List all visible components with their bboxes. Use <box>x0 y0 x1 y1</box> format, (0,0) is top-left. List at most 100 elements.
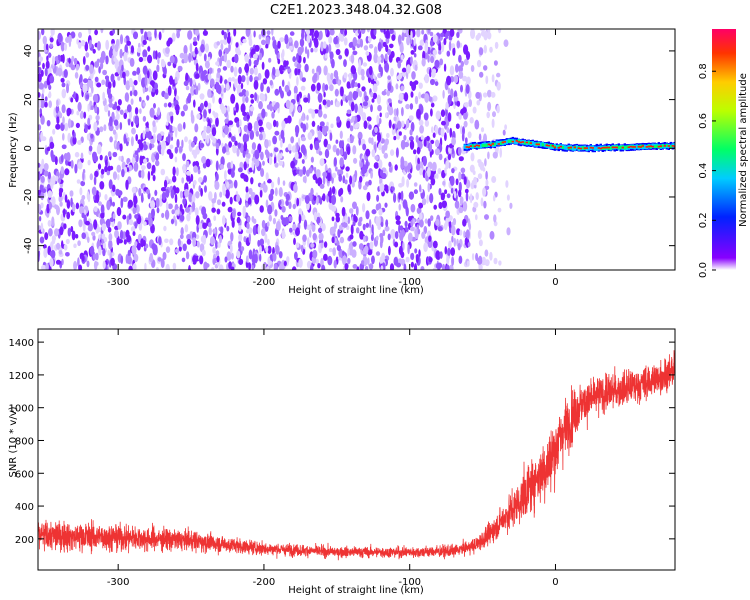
noise-blob <box>449 264 454 270</box>
noise-blob <box>99 154 103 161</box>
noise-blob <box>249 105 255 112</box>
noise-blob <box>38 124 42 131</box>
noise-blob <box>484 185 490 191</box>
noise-blob <box>378 215 381 225</box>
noise-blob <box>357 131 363 140</box>
noise-blob <box>226 181 230 188</box>
noise-blob <box>322 82 326 93</box>
noise-blob <box>38 246 41 252</box>
noise-blob <box>269 79 273 86</box>
signal-cell <box>647 145 650 148</box>
noise-blob <box>335 148 340 156</box>
noise-blob <box>307 237 310 248</box>
noise-blob <box>253 76 259 82</box>
signal-cell <box>557 147 560 149</box>
noise-blob <box>352 36 358 47</box>
noise-blob <box>310 243 315 248</box>
noise-blob <box>138 141 144 151</box>
noise-blob <box>476 100 481 106</box>
noise-blob <box>294 68 298 76</box>
noise-blob <box>339 35 345 42</box>
noise-blob <box>363 235 366 243</box>
noise-blob <box>128 219 134 226</box>
noise-blob <box>413 263 418 270</box>
noise-blob <box>96 41 101 51</box>
noise-blob <box>373 29 377 36</box>
noise-blob <box>349 234 354 240</box>
noise-blob <box>449 175 455 186</box>
noise-blob <box>363 45 369 51</box>
noise-blob <box>190 141 195 148</box>
noise-blob <box>126 215 129 226</box>
noise-blob <box>158 31 162 41</box>
noise-blob <box>216 199 222 206</box>
noise-blob <box>181 257 186 263</box>
noise-blob <box>219 191 223 198</box>
noise-blob <box>40 191 44 201</box>
noise-blob <box>72 136 77 145</box>
noise-blob <box>243 141 248 152</box>
noise-blob <box>211 198 217 204</box>
noise-blob <box>485 179 489 187</box>
noise-blob <box>473 201 479 208</box>
noise-blob <box>204 185 207 193</box>
noise-blob <box>162 251 167 261</box>
noise-blob <box>352 264 358 269</box>
noise-blob <box>107 249 110 256</box>
noise-blob <box>64 168 70 176</box>
noise-blob <box>419 125 424 134</box>
noise-blob <box>124 92 130 102</box>
noise-blob <box>489 230 495 240</box>
signal-cell <box>491 143 494 145</box>
signal-cell <box>541 143 544 147</box>
noise-blob <box>183 104 188 112</box>
noise-blob <box>220 156 225 167</box>
noise-blob <box>311 120 316 127</box>
noise-blob <box>123 51 128 62</box>
noise-blob <box>490 91 496 98</box>
noise-blob <box>126 234 132 243</box>
noise-blob <box>377 104 382 112</box>
spectrogram-noise <box>38 29 513 270</box>
signal-cell <box>509 139 512 143</box>
noise-blob <box>148 255 154 263</box>
signal-cell <box>571 146 574 151</box>
noise-blob <box>154 244 158 254</box>
noise-blob <box>311 109 316 119</box>
noise-blob <box>72 203 76 213</box>
noise-blob <box>400 54 404 61</box>
noise-blob <box>176 30 181 39</box>
noise-blob <box>212 95 215 104</box>
noise-blob <box>396 107 399 117</box>
noise-blob <box>361 260 365 265</box>
noise-blob <box>224 79 228 85</box>
noise-blob <box>60 166 64 175</box>
noise-blob <box>358 138 362 146</box>
noise-blob <box>129 57 135 67</box>
noise-blob <box>70 64 76 71</box>
noise-blob <box>248 262 252 270</box>
noise-blob <box>178 146 183 153</box>
colorbar-axis: 0.00.20.40.60.8 <box>698 63 716 278</box>
noise-blob <box>132 207 137 215</box>
noise-blob <box>243 161 247 171</box>
noise-blob <box>484 249 489 257</box>
noise-blob <box>430 215 434 222</box>
noise-blob <box>224 118 230 124</box>
noise-blob <box>300 122 304 129</box>
noise-blob <box>101 223 106 232</box>
noise-blob <box>339 157 345 168</box>
noise-blob <box>172 175 177 183</box>
noise-blob <box>287 115 292 124</box>
noise-blob <box>185 170 191 176</box>
noise-blob <box>85 64 90 71</box>
noise-blob <box>110 73 115 83</box>
noise-blob <box>333 157 337 167</box>
noise-blob <box>326 99 331 108</box>
noise-blob <box>278 199 282 205</box>
noise-blob <box>169 124 173 133</box>
noise-blob <box>403 160 408 167</box>
noise-blob <box>414 95 419 105</box>
noise-blob <box>224 47 230 55</box>
noise-blob <box>265 121 271 129</box>
